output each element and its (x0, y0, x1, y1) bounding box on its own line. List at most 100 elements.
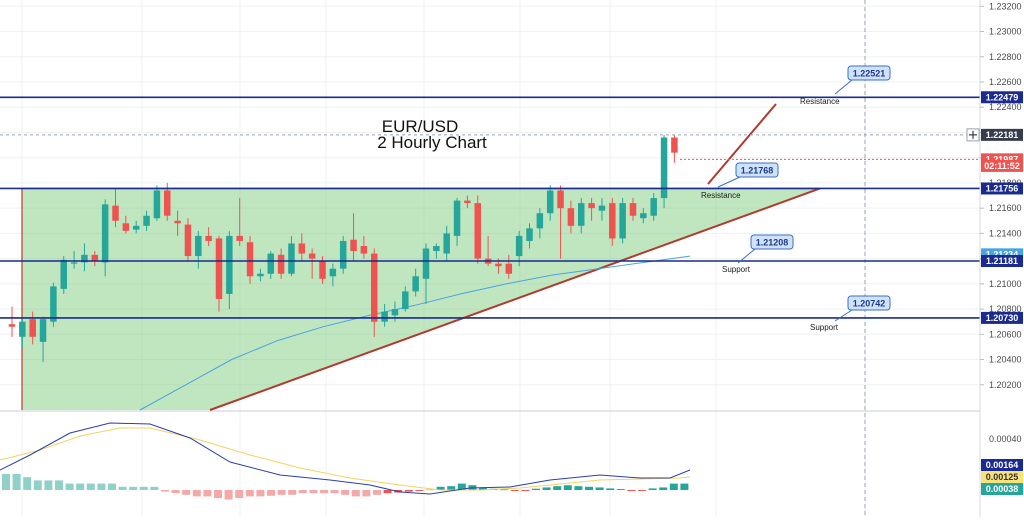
candle-body (526, 228, 533, 241)
candle-body (50, 286, 57, 322)
histogram-bar (563, 485, 572, 490)
histogram-bar (235, 490, 244, 498)
histogram-bar (341, 490, 350, 495)
price-badge-label: 1.21234 (986, 249, 1019, 259)
histogram-bar (330, 490, 339, 494)
price-badge-label: 1.20730 (986, 313, 1019, 323)
axis-tick-label: 1.22600 (989, 77, 1022, 87)
histogram-bar (383, 490, 392, 494)
candle-body (277, 254, 285, 274)
indicator-axis-tick-label: 0.00040 (989, 434, 1022, 444)
candle-body (515, 235, 523, 257)
candle-body (132, 225, 140, 230)
histogram-bar (203, 490, 212, 497)
candle-body (226, 235, 233, 294)
candle-body (422, 248, 430, 279)
histogram-bar (585, 486, 593, 490)
price-badge-label: 1.22181 (986, 130, 1019, 140)
histogram-bar (574, 486, 583, 490)
price-callout (847, 65, 891, 81)
price-badge (981, 311, 1023, 324)
candle-body (443, 233, 450, 254)
axis-tick-label: 1.20200 (989, 380, 1022, 390)
histogram-bar (65, 483, 74, 490)
candle-body (153, 190, 161, 219)
price-callout-label: 1.21768 (741, 166, 774, 176)
histogram-bar (214, 490, 222, 498)
candle-body (91, 254, 99, 262)
price-badge-label: 02:11:52 (984, 161, 1020, 171)
histogram-bar (638, 490, 646, 491)
histogram-bar (182, 490, 191, 495)
candle-body (8, 324, 16, 327)
histogram-bar (521, 490, 530, 491)
axis-tick-label: 1.22400 (989, 102, 1022, 112)
histogram-bar (373, 490, 381, 495)
histogram-bar (97, 483, 106, 490)
histogram-bar (171, 490, 180, 494)
histogram-bar (44, 480, 53, 490)
histogram-bar (129, 486, 138, 490)
candle-body (546, 190, 554, 214)
moving-average-line (139, 255, 691, 411)
candle-body (39, 319, 47, 342)
histogram-bar (542, 487, 551, 490)
ascending-trendline (209, 187, 821, 411)
histogram-bar (277, 490, 286, 495)
histogram-bar (298, 490, 307, 494)
candle-body (70, 262, 78, 264)
candle-body (567, 208, 575, 226)
candle-body (246, 242, 254, 277)
histogram-bar (606, 488, 615, 490)
axis-tick-label: 1.21600 (989, 203, 1022, 213)
histogram-bar (2, 474, 10, 490)
level-label: Support (810, 323, 839, 332)
histogram-bar (108, 483, 116, 490)
histogram-bar (510, 490, 519, 491)
candle-body (267, 253, 274, 274)
indicator-pane (0, 422, 691, 500)
candle-body (174, 220, 181, 224)
candle-body (143, 215, 150, 226)
axis-tick-label: 1.21000 (989, 279, 1022, 289)
candle-body (412, 276, 419, 292)
candle-body (433, 246, 440, 252)
chart-subtitle: 2 Hourly Chart (377, 133, 487, 152)
price-badge-label: 1.21181 (986, 256, 1018, 266)
price-badge (981, 91, 1023, 104)
histogram-bar (150, 486, 159, 490)
histogram-bar (86, 483, 95, 490)
indicator-badge (981, 459, 1023, 471)
candle-body (495, 263, 502, 267)
callout-pointer (834, 79, 853, 95)
callout-pointer (737, 248, 756, 264)
levels (0, 96, 980, 319)
histogram-bar (500, 489, 509, 491)
histogram-bar (457, 483, 466, 490)
level-label: Resistance (800, 97, 840, 106)
price-callout (847, 295, 891, 311)
candle-body (112, 205, 119, 221)
candle-body (650, 198, 657, 216)
histogram-bar (447, 486, 456, 490)
histogram-bar (362, 490, 371, 497)
histogram-bar (55, 480, 63, 490)
histogram-bar (532, 488, 540, 490)
candle-body (629, 203, 637, 216)
signal-line (0, 427, 691, 491)
candle-body (195, 235, 202, 257)
histogram-bar (245, 490, 254, 497)
candle-body (464, 200, 471, 204)
indicator-badge-label: 0.00164 (986, 460, 1019, 470)
candle-body (329, 268, 337, 277)
price-callout-label: 1.21208 (756, 238, 789, 248)
annotations: 1.22521 1.21768 1.21208 1.20742 Resistance Re… (701, 65, 891, 332)
histogram-bar (267, 490, 275, 496)
candle-body (609, 203, 616, 239)
candle-body (598, 205, 606, 211)
price-badge (981, 128, 1023, 141)
candle-body (557, 190, 564, 209)
candle-body (164, 190, 171, 216)
candle-body (505, 263, 513, 274)
